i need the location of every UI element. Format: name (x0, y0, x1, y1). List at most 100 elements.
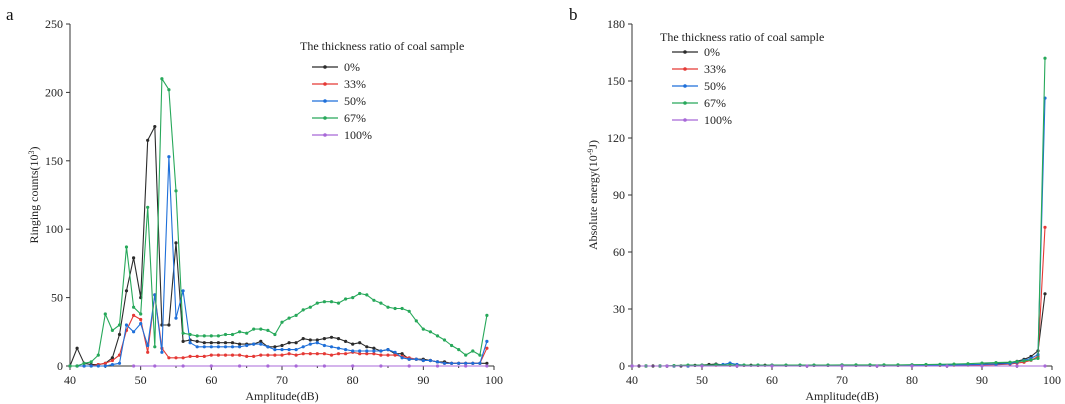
data-point (365, 352, 369, 356)
data-point (301, 337, 305, 341)
data-point (188, 341, 192, 345)
data-point (146, 205, 150, 209)
x-tick-label: 40 (626, 373, 638, 387)
data-point (238, 342, 242, 346)
data-point (421, 358, 425, 363)
legend-marker (323, 65, 327, 69)
data-point (202, 345, 206, 349)
data-point (770, 364, 774, 368)
data-point (259, 342, 263, 346)
data-point (252, 342, 256, 346)
x-tick-label: 100 (1043, 373, 1061, 387)
data-point (139, 312, 143, 316)
data-point (485, 346, 489, 350)
x-tick-label: 70 (836, 373, 848, 387)
data-point (181, 289, 185, 293)
data-point (139, 317, 143, 322)
legend-label: 33% (344, 77, 366, 91)
legend-label: 0% (704, 45, 720, 59)
data-point (665, 364, 669, 368)
data-point (216, 334, 220, 338)
data-point (195, 339, 199, 343)
data-point (344, 339, 348, 343)
legend-marker (683, 50, 687, 54)
data-point (435, 334, 440, 338)
data-point (146, 350, 150, 354)
data-point (181, 364, 185, 368)
data-point (351, 296, 355, 300)
legend-label: 33% (704, 62, 726, 76)
data-point (379, 301, 383, 305)
series-line (632, 227, 1046, 367)
data-point (209, 341, 213, 345)
data-point (153, 364, 157, 368)
data-point (400, 306, 404, 311)
legend-marker (683, 67, 687, 71)
data-point (1036, 356, 1040, 360)
data-point (110, 363, 114, 367)
y-tick-label: 0 (619, 359, 625, 373)
data-point (322, 300, 326, 304)
data-point (174, 316, 178, 320)
data-point (336, 346, 341, 350)
data-point (89, 360, 93, 364)
data-point (146, 138, 150, 142)
x-tick-label: 90 (976, 373, 988, 387)
data-point (266, 353, 270, 357)
data-point (238, 330, 242, 334)
data-point (132, 313, 136, 317)
data-point (351, 364, 355, 368)
data-point (386, 305, 390, 309)
data-point (966, 362, 970, 366)
legend-marker (683, 101, 687, 105)
data-point (230, 341, 235, 345)
data-point (96, 353, 100, 357)
data-point (464, 353, 468, 357)
data-point (485, 361, 489, 365)
data-point (245, 331, 249, 335)
data-point (230, 353, 235, 357)
data-point (1008, 360, 1012, 364)
data-point (209, 345, 213, 349)
data-point (407, 364, 411, 368)
data-point (273, 345, 277, 349)
data-point (457, 348, 461, 352)
data-point (280, 353, 284, 357)
data-point (301, 352, 305, 356)
x-tick-label: 50 (696, 373, 708, 387)
data-point (124, 289, 129, 293)
y-tick-label: 180 (607, 17, 625, 31)
x-tick-label: 100 (485, 373, 503, 387)
data-point (840, 364, 844, 368)
data-point (435, 360, 440, 364)
x-tick-label: 60 (766, 373, 778, 387)
data-point (280, 343, 284, 348)
series-0pct (68, 125, 489, 368)
legend-title: The thickness ratio of coal sample (300, 39, 464, 53)
data-point (167, 356, 171, 360)
data-point (238, 364, 242, 368)
data-point (1029, 358, 1033, 362)
data-point (294, 353, 298, 357)
legend-marker (323, 82, 327, 86)
data-point (358, 291, 362, 296)
data-point (805, 364, 809, 368)
data-point (103, 312, 107, 316)
data-point (238, 345, 242, 349)
data-point (428, 330, 432, 334)
data-point (329, 345, 334, 349)
data-point (266, 364, 270, 368)
data-point (386, 348, 390, 352)
data-point (910, 364, 914, 368)
series-line (70, 78, 488, 367)
data-point (202, 341, 206, 345)
data-point (344, 352, 348, 356)
data-point (329, 300, 334, 304)
data-point (195, 354, 199, 358)
data-point (464, 364, 468, 368)
y-tick-label: 30 (613, 302, 625, 316)
data-point (153, 125, 157, 129)
data-point (315, 338, 319, 342)
data-point (1015, 360, 1019, 364)
